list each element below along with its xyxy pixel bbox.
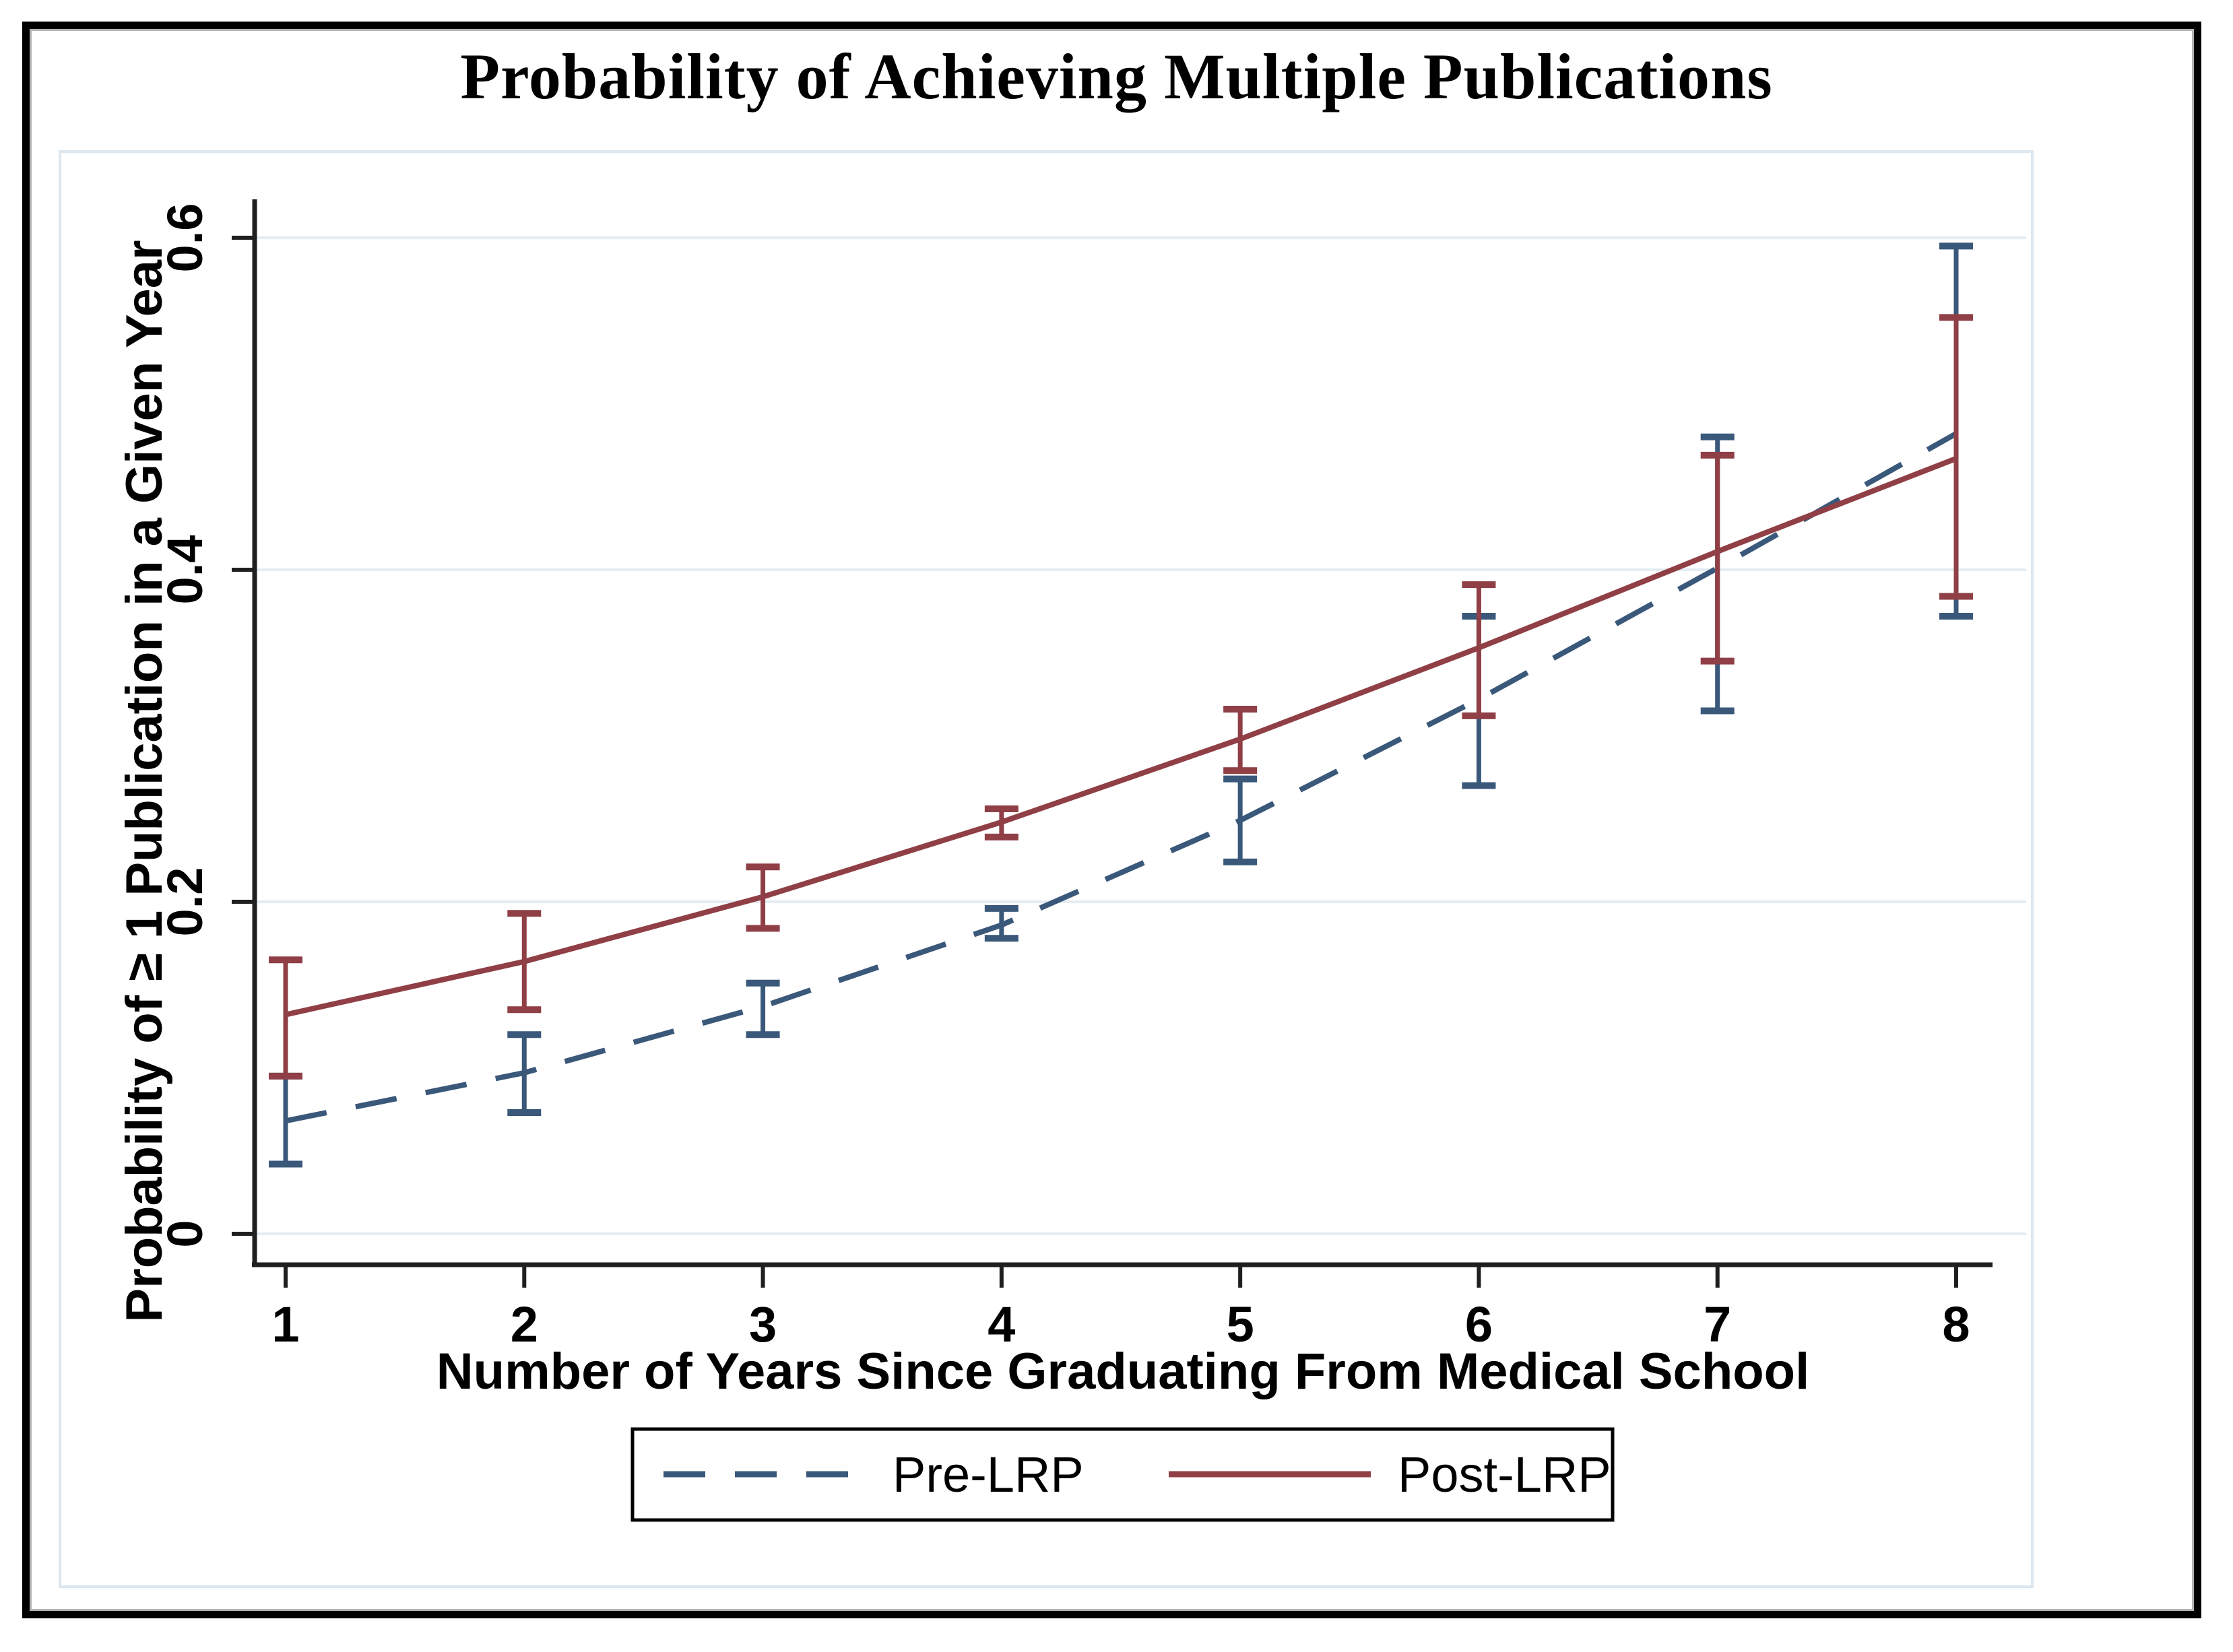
y-tick-label: 0.2 bbox=[157, 867, 213, 937]
x-tick-label: 7 bbox=[1704, 1296, 1731, 1352]
legend: Pre-LRP Post-LRP bbox=[630, 1427, 1615, 1522]
y-tick-label: 0.6 bbox=[157, 203, 213, 273]
series-line-post-lrp bbox=[285, 456, 1957, 1018]
x-tick-label: 3 bbox=[749, 1296, 777, 1352]
x-tick-label: 6 bbox=[1465, 1296, 1493, 1352]
series-line-pre-lrp bbox=[285, 431, 1957, 1124]
y-axis-title: Probability of ≥ 1 Publication in a Give… bbox=[116, 240, 173, 1322]
figure-border bbox=[22, 22, 2201, 1618]
x-tick-label: 4 bbox=[988, 1296, 1015, 1352]
y-tick-label: 0.4 bbox=[157, 535, 213, 605]
plot-region-border bbox=[59, 150, 2034, 1588]
legend-label-pre-lrp: Pre-LRP bbox=[893, 1447, 1084, 1502]
x-tick-label: 5 bbox=[1227, 1296, 1254, 1352]
x-axis-title: Number of Years Since Graduating From Me… bbox=[436, 1343, 1809, 1400]
chart-title: Probability of Achieving Multiple Public… bbox=[460, 40, 1773, 112]
y-tick-label: 0 bbox=[157, 1220, 213, 1247]
legend-box bbox=[630, 1427, 1615, 1522]
legend-label-post-lrp: Post-LRP bbox=[1398, 1447, 1611, 1502]
x-tick-label: 8 bbox=[1942, 1296, 1970, 1352]
chart-content: 0 0.2 0.4 0.6 1 2 3 4 5 6 7 8 bbox=[157, 199, 2026, 1352]
x-tick-label: 1 bbox=[271, 1296, 299, 1352]
x-tick-label: 2 bbox=[511, 1296, 538, 1352]
